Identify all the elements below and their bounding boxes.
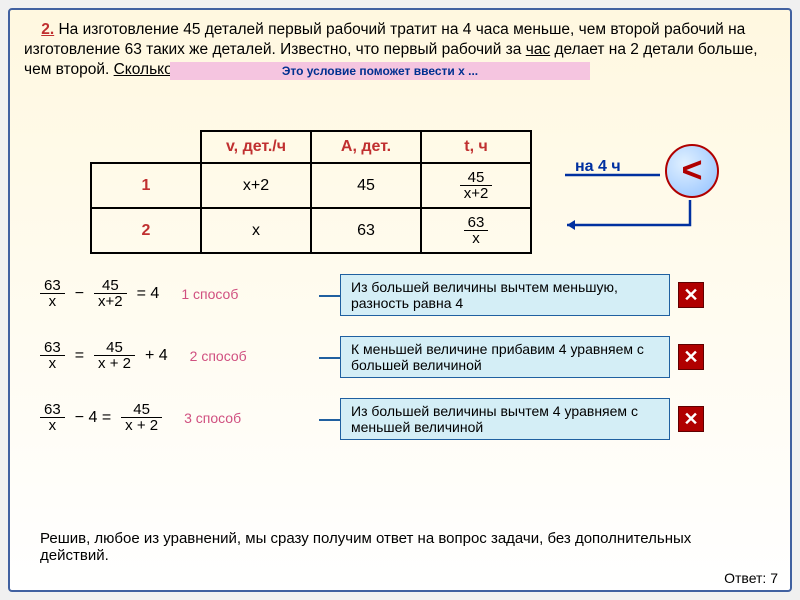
problem-underlined1: час xyxy=(526,41,550,58)
row2-time: 63х xyxy=(421,208,531,253)
equation-3: 63х − 4 = 45х + 2 3 способ xyxy=(40,402,241,433)
red-x-icon: ✕ xyxy=(678,282,704,308)
explanation-2: К меньшей величине прибавим 4 уравняем с… xyxy=(340,336,670,378)
red-x-icon: ✕ xyxy=(678,344,704,370)
row2-rate: х xyxy=(201,208,311,253)
explanation-1: Из большей величины вычтем меньшую, разн… xyxy=(340,274,670,316)
table-row-2: 2 х 63 63х xyxy=(91,208,531,253)
row1-time: 45х+2 xyxy=(421,163,531,208)
table-row-1: 1 х+2 45 45х+2 xyxy=(91,163,531,208)
col-work: A, дет. xyxy=(311,131,421,163)
explanation-3: Из большей величины вычтем 4 уравняем с … xyxy=(340,398,670,440)
closing-text: Решив, любое из уравнений, мы сразу полу… xyxy=(40,530,760,564)
row1-rate: х+2 xyxy=(201,163,311,208)
problem-number: 2. xyxy=(41,21,54,38)
row1-num: 1 xyxy=(91,163,201,208)
row1-work: 45 xyxy=(311,163,421,208)
slide-container: 2. На изготовление 45 деталей первый раб… xyxy=(8,8,792,592)
red-x-icon: ✕ xyxy=(678,406,704,432)
col-time: t, ч xyxy=(421,131,531,163)
equation-1: 63х − 45х+2 = 4 1 способ xyxy=(40,278,238,309)
row2-num: 2 xyxy=(91,208,201,253)
equation-2: 63х = 45х + 2 + 4 2 способ xyxy=(40,340,247,371)
hint-band: Это условие поможет ввести х ... xyxy=(170,62,590,80)
answer-text: Ответ: 7 xyxy=(724,570,778,586)
col-rate: v, дет./ч xyxy=(201,131,311,163)
table-header-row: v, дет./ч A, дет. t, ч xyxy=(91,131,531,163)
data-table: v, дет./ч A, дет. t, ч 1 х+2 45 45х+2 2 … xyxy=(90,130,532,254)
method-3-label: 3 способ xyxy=(184,410,241,426)
method-2-label: 2 способ xyxy=(190,348,247,364)
arrow-path xyxy=(565,165,755,245)
problem-underlined2: Сколько xyxy=(114,61,173,78)
method-1-label: 1 способ xyxy=(181,286,238,302)
row2-work: 63 xyxy=(311,208,421,253)
